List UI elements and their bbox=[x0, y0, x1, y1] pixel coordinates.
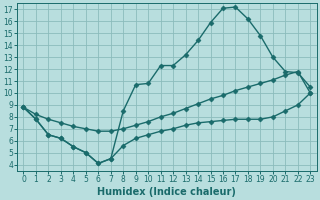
X-axis label: Humidex (Indice chaleur): Humidex (Indice chaleur) bbox=[98, 187, 236, 197]
